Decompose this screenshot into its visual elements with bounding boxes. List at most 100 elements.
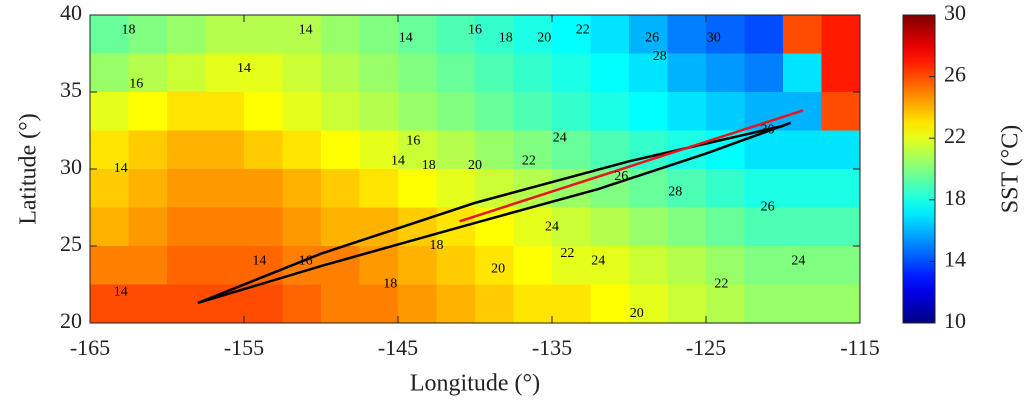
contour-label: 14 (237, 61, 251, 76)
colorbar-tick-label: 22 (944, 123, 966, 148)
heat-cell (244, 169, 283, 208)
heat-cell (783, 207, 822, 247)
heat-cell (783, 130, 822, 170)
heat-cell (90, 53, 129, 93)
contour-label: 24 (791, 254, 805, 269)
contour-label: 22 (560, 246, 574, 261)
heat-cell (244, 53, 283, 93)
heat-cell (205, 53, 245, 93)
heat-cell (821, 284, 860, 323)
heat-cell (513, 53, 553, 93)
x-axis-title: Longitude (°) (410, 371, 540, 397)
colorbar-tick-label: 30 (944, 0, 966, 25)
heat-cell (398, 284, 437, 323)
heat-cell (398, 53, 437, 93)
heat-cell (667, 246, 707, 285)
heat-cell (744, 284, 784, 323)
heat-cell (706, 53, 745, 93)
heat-cell (552, 130, 591, 170)
track-line (459, 109, 804, 223)
heat-cell (359, 53, 399, 93)
heat-cell (552, 53, 591, 93)
heat-cell (436, 92, 476, 131)
heat-cell (90, 130, 129, 170)
heat-cell (821, 92, 860, 131)
heat-cell (321, 169, 360, 208)
heat-cell (475, 130, 514, 170)
heat-cell (205, 15, 245, 54)
heat-cell (90, 169, 129, 208)
heat-cell (321, 53, 360, 93)
heat-cell (706, 207, 745, 247)
track-line (197, 121, 792, 305)
contour-label: 28 (653, 49, 667, 64)
heat-cell (398, 246, 437, 285)
heat-cell (629, 246, 668, 285)
heat-cell (128, 207, 168, 247)
heat-cell (706, 15, 745, 54)
contour-label: 20 (537, 30, 551, 45)
heat-cell (667, 53, 707, 93)
heat-cell (167, 92, 206, 131)
heat-cell (90, 15, 129, 54)
contour-label: 16 (468, 23, 482, 38)
heat-cell (359, 284, 399, 323)
heat-cell (128, 284, 168, 323)
heat-cell (244, 207, 283, 247)
heat-cell (436, 15, 476, 54)
heat-cell (590, 53, 630, 93)
contour-label: 26 (645, 30, 659, 45)
heat-cell (513, 207, 553, 247)
heat-cell (744, 207, 784, 247)
heat-cell (167, 130, 206, 170)
heat-cell (513, 92, 553, 131)
contour-label: 24 (591, 254, 605, 269)
heat-cell (629, 169, 668, 208)
heat-cell (282, 15, 322, 54)
heat-cell (282, 169, 322, 208)
heat-cell (552, 246, 591, 285)
heat-cell (706, 92, 745, 131)
heat-cell (667, 207, 707, 247)
heat-cell (205, 207, 245, 247)
heat-cell (436, 53, 476, 93)
heat-cell (744, 169, 784, 208)
heat-cell (821, 15, 860, 54)
contour-label: 18 (499, 30, 513, 45)
heat-cell (398, 130, 437, 170)
heat-cell (398, 92, 437, 131)
heat-cell (783, 169, 822, 208)
heat-cell (167, 284, 206, 323)
heat-cell (783, 246, 822, 285)
y-tick-label: 20 (60, 308, 82, 333)
contour-label: 16 (129, 77, 143, 92)
heat-cell (436, 130, 476, 170)
colorbar-tick-label: 10 (944, 308, 966, 333)
heat-cell (475, 15, 514, 54)
heat-cell (321, 92, 360, 131)
heat-cell (128, 92, 168, 131)
heat-cell (667, 92, 707, 131)
heat-cell (205, 246, 245, 285)
contour-label: 30 (707, 30, 721, 45)
heat-cell (282, 284, 322, 323)
heat-cell (436, 169, 476, 208)
x-tick-label: -135 (532, 335, 572, 360)
heat-cell (513, 130, 553, 170)
heat-cell (244, 284, 283, 323)
heat-cell (821, 207, 860, 247)
heat-cell (821, 130, 860, 170)
heat-cell (667, 284, 707, 323)
heat-cell (282, 92, 322, 131)
heat-cell (706, 169, 745, 208)
heat-cell (706, 246, 745, 285)
heat-cell (667, 169, 707, 208)
contour-label: 28 (668, 184, 682, 199)
contour-label: 18 (430, 238, 444, 253)
heat-cell (244, 130, 283, 170)
heat-cell (475, 246, 514, 285)
heat-cell (513, 246, 553, 285)
contour-label: 26 (761, 200, 775, 215)
